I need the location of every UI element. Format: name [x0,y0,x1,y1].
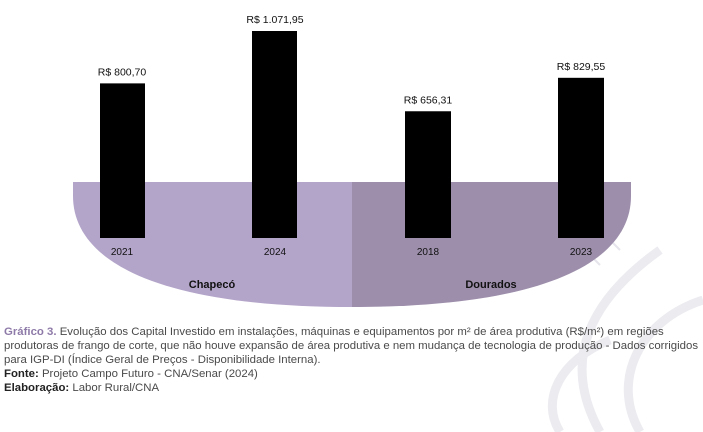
category-label-2021: 2021 [111,247,134,258]
caption-text: Evolução dos Capital Investido em instal… [4,326,699,366]
watermark-leaf-icon [547,246,703,432]
category-label-2018: 2018 [417,247,440,258]
value-label-chapeco-2024: R$ 1.071,95 [246,14,303,26]
credit-text: Labor Rural/CNA [69,382,160,394]
figure-caption: Gráfico 3. Evolução dos Capital Investid… [4,325,702,395]
caption-title: Gráfico 3. [4,326,57,338]
region-label-chapeco: Chapecó [189,279,236,291]
value-label-chapeco-2021: R$ 800,70 [98,66,147,78]
bar-chapeco-2024 [252,31,297,238]
category-label-2023: 2023 [570,247,593,258]
bar-dourados-2018 [405,111,451,238]
source-text: Projeto Campo Futuro - CNA/Senar (2024) [38,368,258,380]
value-label-dourados-2023: R$ 829,55 [557,61,606,73]
caption-description: Gráfico 3. Evolução dos Capital Investid… [4,325,702,367]
region-label-dourados: Dourados [465,279,516,291]
bar-chapeco-2021 [100,83,145,238]
credit-label: Elaboração: [4,382,70,394]
source-label: Fonte: [4,368,39,380]
caption-credit: Elaboração: Labor Rural/CNA [4,381,702,395]
category-label-2024: 2024 [264,247,287,258]
caption-source: Fonte: Projeto Campo Futuro - CNA/Senar … [4,367,702,381]
value-label-dourados-2018: R$ 656,31 [404,94,453,106]
bar-dourados-2023 [558,77,604,238]
